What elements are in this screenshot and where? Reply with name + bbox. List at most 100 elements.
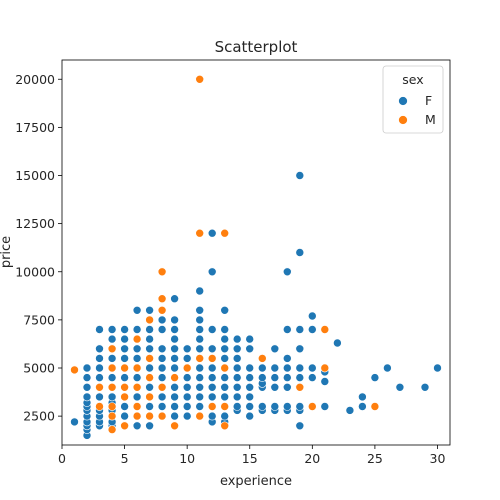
point-m-38 (220, 402, 229, 411)
point-m-9 (120, 421, 129, 431)
point-f-75 (157, 392, 167, 402)
point-f-18 (95, 392, 104, 402)
point-m-34 (195, 75, 204, 84)
point-f-80 (157, 344, 167, 354)
chart-title: Scatterplot (215, 38, 298, 56)
point-f-181 (295, 373, 305, 382)
point-f-132 (220, 373, 229, 382)
point-f-81 (157, 325, 167, 334)
point-f-38 (107, 325, 117, 334)
point-f-136 (220, 334, 229, 344)
point-f-170 (282, 402, 292, 411)
point-m-42 (295, 382, 305, 392)
point-f-0 (70, 417, 79, 427)
point-f-138 (220, 305, 229, 315)
point-f-157 (257, 402, 267, 411)
point-f-61 (145, 421, 154, 431)
legend-marker-f (398, 96, 408, 106)
point-f-47 (120, 344, 129, 354)
point-f-200 (370, 373, 380, 382)
point-f-191 (307, 311, 317, 321)
point-f-67 (145, 363, 154, 373)
y-tick-label-17500: 17500 (15, 120, 55, 135)
point-f-69 (145, 344, 154, 354)
point-m-15 (132, 382, 142, 392)
point-f-35 (107, 354, 117, 363)
point-f-179 (295, 402, 305, 411)
point-f-106 (195, 382, 204, 392)
point-f-92 (170, 325, 179, 334)
point-f-85 (170, 392, 179, 402)
point-f-182 (295, 363, 305, 373)
point-m-1 (95, 382, 104, 392)
point-f-49 (120, 325, 129, 334)
point-f-83 (170, 411, 179, 421)
point-f-167 (270, 363, 280, 373)
x-tick-label-15: 15 (242, 451, 258, 466)
point-f-98 (182, 382, 192, 392)
point-f-192 (320, 402, 330, 411)
point-f-82 (157, 315, 167, 325)
point-f-166 (270, 373, 280, 382)
point-f-141 (232, 392, 242, 402)
point-f-153 (245, 363, 254, 373)
point-m-28 (170, 421, 179, 431)
point-m-26 (157, 294, 167, 304)
point-f-197 (345, 406, 355, 415)
point-f-65 (145, 382, 154, 392)
point-f-188 (307, 373, 317, 382)
point-f-10 (82, 382, 92, 392)
point-m-24 (157, 382, 167, 392)
point-f-89 (170, 354, 179, 363)
point-f-126 (207, 228, 217, 238)
point-m-6 (107, 382, 117, 392)
point-f-193 (320, 377, 330, 386)
point-f-113 (195, 315, 204, 325)
y-tick-label-7500: 7500 (23, 312, 55, 327)
point-m-35 (207, 402, 217, 411)
point-f-20 (95, 373, 104, 382)
point-f-134 (220, 354, 229, 363)
point-f-203 (420, 382, 430, 392)
point-m-3 (107, 425, 117, 434)
point-f-23 (95, 344, 104, 354)
point-f-154 (245, 344, 254, 354)
point-f-79 (157, 354, 167, 363)
point-f-185 (295, 248, 305, 257)
point-f-199 (358, 392, 367, 402)
point-m-16 (132, 363, 142, 373)
point-f-53 (132, 392, 142, 402)
point-f-119 (207, 392, 217, 402)
point-f-160 (257, 373, 267, 382)
point-m-25 (157, 305, 167, 315)
point-m-23 (157, 411, 167, 421)
point-f-149 (245, 402, 254, 411)
point-f-183 (295, 344, 305, 354)
point-f-90 (170, 344, 179, 354)
point-m-45 (320, 325, 330, 334)
point-f-44 (120, 373, 129, 382)
point-f-196 (333, 338, 342, 348)
point-m-39 (220, 363, 229, 373)
point-f-155 (245, 334, 254, 344)
y-axis-title: price (0, 236, 14, 268)
point-m-17 (132, 334, 142, 344)
point-f-165 (270, 382, 280, 392)
point-f-130 (220, 392, 229, 402)
point-f-101 (182, 354, 192, 363)
points-layer (70, 75, 442, 440)
point-m-27 (157, 267, 167, 277)
point-f-99 (182, 373, 192, 382)
point-f-58 (132, 344, 142, 354)
point-m-10 (120, 392, 129, 402)
point-f-146 (232, 344, 242, 354)
point-f-41 (120, 402, 129, 411)
x-tick-label-0: 0 (58, 451, 66, 466)
y-axis: 2500 5000 7500 10000 12500 15000 17500 20000 (15, 72, 62, 424)
point-f-122 (207, 363, 217, 373)
legend-box (382, 65, 444, 134)
point-f-137 (220, 325, 229, 334)
point-f-111 (195, 334, 204, 344)
point-m-41 (257, 354, 267, 363)
point-f-86 (170, 382, 179, 392)
